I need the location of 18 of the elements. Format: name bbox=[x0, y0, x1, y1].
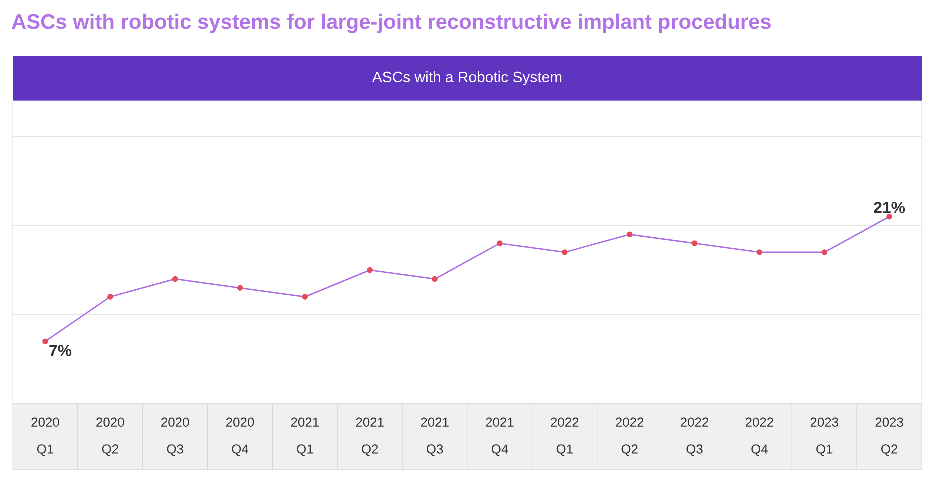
category-label: 2021 Q3 bbox=[421, 418, 449, 456]
data-label: 7% bbox=[50, 345, 72, 356]
category-label: 2020 Q3 bbox=[162, 418, 190, 456]
category-label: 2021 Q4 bbox=[486, 418, 514, 456]
chart-subtitle: ASCs with a Robotic System bbox=[372, 72, 562, 86]
chart-title: ASCs with robotic systems for large-joint reconstructive implant procedures bbox=[12, 14, 771, 34]
category-label: 2020 Q1 bbox=[32, 418, 60, 456]
data-label: 21% bbox=[874, 202, 906, 214]
category-label: 2020 Q4 bbox=[226, 418, 254, 456]
category-label: 2020 Q2 bbox=[96, 418, 124, 456]
category-label: 2022 Q2 bbox=[616, 418, 644, 456]
category-label: 2023 Q1 bbox=[810, 418, 838, 456]
category-label: 2022 Q1 bbox=[551, 418, 579, 456]
category-label: 2022 Q4 bbox=[746, 418, 774, 456]
category-label: 2021 Q2 bbox=[356, 418, 384, 456]
category-label: 2022 Q3 bbox=[681, 418, 709, 456]
category-label: 2021 Q1 bbox=[291, 418, 319, 456]
category-label: 2023 Q2 bbox=[876, 418, 904, 456]
